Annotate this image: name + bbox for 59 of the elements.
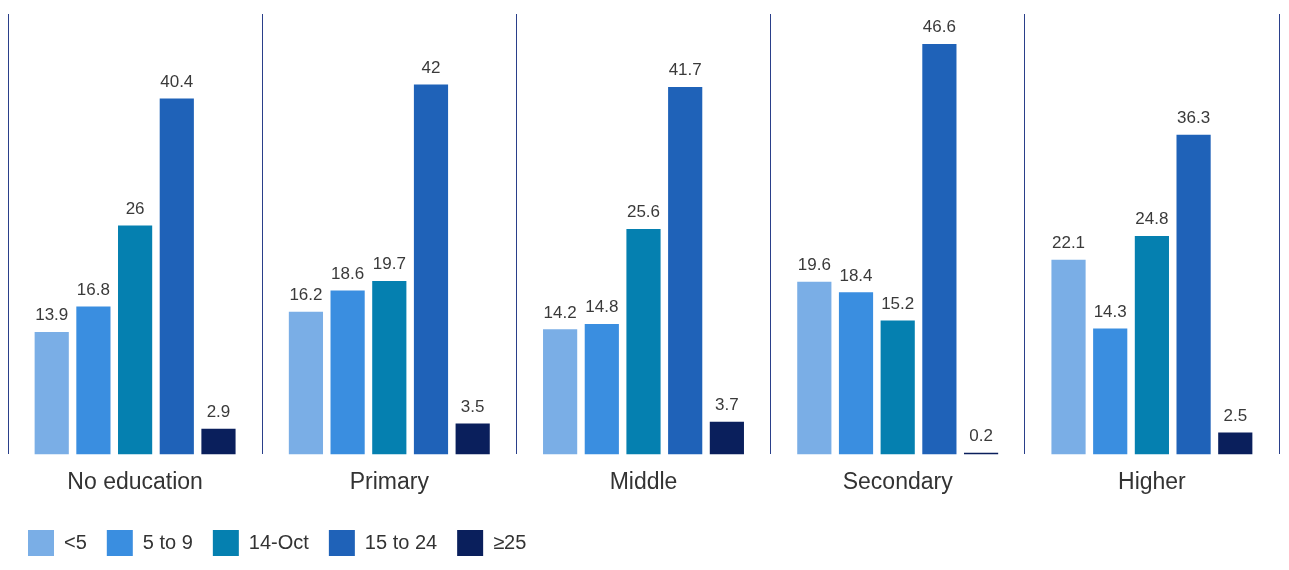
data-label: 13.9 bbox=[35, 305, 69, 325]
data-label: 46.6 bbox=[922, 17, 956, 37]
bar bbox=[1134, 235, 1169, 455]
bar bbox=[880, 320, 915, 455]
legend-label: <5 bbox=[64, 530, 87, 553]
data-label: 26 bbox=[125, 198, 145, 218]
data-label: 19.6 bbox=[797, 254, 831, 274]
x-tick-label: Higher bbox=[1118, 467, 1187, 494]
data-label: 15.2 bbox=[881, 293, 915, 313]
data-label: 36.3 bbox=[1177, 107, 1211, 127]
data-label: 14.3 bbox=[1093, 301, 1127, 321]
data-label: 0.2 bbox=[969, 425, 993, 445]
legend-label: 15 to 24 bbox=[364, 530, 438, 553]
bar bbox=[1093, 328, 1128, 455]
data-label: 16.2 bbox=[289, 284, 323, 304]
legend-label: 14-Oct bbox=[248, 530, 310, 553]
bar bbox=[709, 421, 744, 455]
bar bbox=[922, 43, 957, 455]
bar bbox=[330, 290, 365, 455]
bar bbox=[76, 306, 111, 455]
data-label: 19.7 bbox=[372, 254, 406, 274]
x-tick-label: Secondary bbox=[842, 467, 954, 494]
data-label: 18.4 bbox=[839, 265, 873, 285]
bar bbox=[288, 311, 324, 455]
bar bbox=[34, 331, 69, 455]
bar bbox=[118, 225, 153, 455]
data-label: 2.5 bbox=[1223, 405, 1248, 425]
data-label: 14.2 bbox=[543, 302, 577, 322]
data-label: 3.7 bbox=[715, 395, 739, 414]
legend-label: ≥25 bbox=[493, 530, 527, 553]
bar bbox=[1218, 432, 1253, 455]
x-tick-label: No education bbox=[67, 467, 203, 494]
bar bbox=[159, 98, 194, 455]
data-label: 24.8 bbox=[1135, 209, 1169, 229]
x-tick-label: Middle bbox=[609, 467, 678, 494]
bar bbox=[668, 87, 703, 455]
bar bbox=[455, 423, 490, 455]
data-label: 18.6 bbox=[331, 263, 365, 283]
data-label: 3.5 bbox=[460, 396, 485, 416]
bar bbox=[1176, 134, 1211, 455]
bar bbox=[584, 324, 619, 455]
data-label: 42 bbox=[421, 57, 441, 77]
data-label: 22.1 bbox=[1051, 232, 1086, 252]
data-label: 40.4 bbox=[160, 71, 194, 91]
bar bbox=[1051, 259, 1086, 455]
data-label: 14.8 bbox=[585, 297, 619, 317]
bar bbox=[372, 280, 407, 455]
data-label: 2.9 bbox=[206, 402, 231, 422]
bar bbox=[626, 228, 661, 455]
bar bbox=[838, 292, 874, 455]
legend-label: 5 to 9 bbox=[142, 530, 193, 553]
bar bbox=[543, 329, 578, 455]
bar bbox=[413, 84, 449, 455]
data-label: 16.8 bbox=[76, 279, 110, 299]
data-label: 25.6 bbox=[626, 202, 661, 222]
bar bbox=[797, 281, 832, 455]
data-label: 41.7 bbox=[668, 60, 702, 80]
bar bbox=[201, 428, 236, 455]
x-tick-label: Primary bbox=[349, 467, 430, 494]
